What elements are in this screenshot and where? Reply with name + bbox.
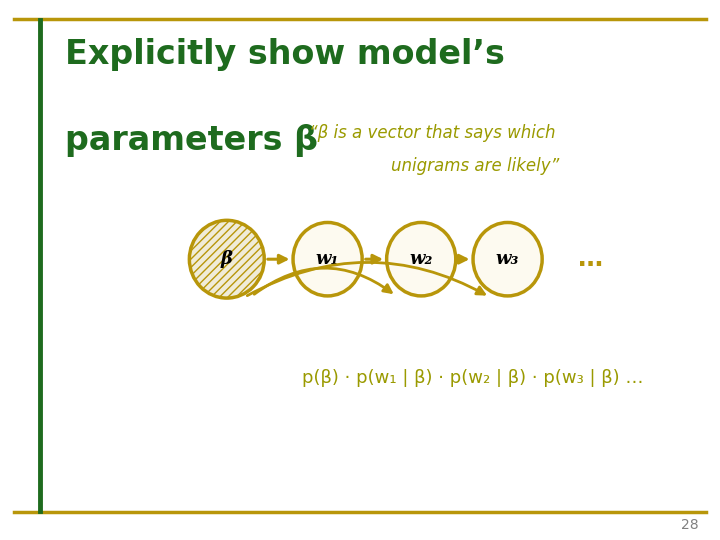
Text: “β is a vector that says which: “β is a vector that says which [309,124,555,142]
Text: Explicitly show model’s: Explicitly show model’s [65,38,505,71]
Text: w₃: w₃ [496,250,519,268]
Ellipse shape [293,222,362,296]
Text: unigrams are likely”: unigrams are likely” [391,157,559,174]
Ellipse shape [189,220,264,298]
Text: parameters β: parameters β [65,124,318,157]
Text: w₁: w₁ [316,250,339,268]
Text: β: β [221,250,233,268]
Ellipse shape [473,222,542,296]
Text: p(β) · p(w₁ | β) · p(w₂ | β) · p(w₃ | β) …: p(β) · p(w₁ | β) · p(w₂ | β) · p(w₃ | β)… [302,369,644,387]
Text: w₂: w₂ [410,250,433,268]
Text: 28: 28 [681,518,698,532]
Ellipse shape [387,222,456,296]
Text: …: … [578,247,603,271]
